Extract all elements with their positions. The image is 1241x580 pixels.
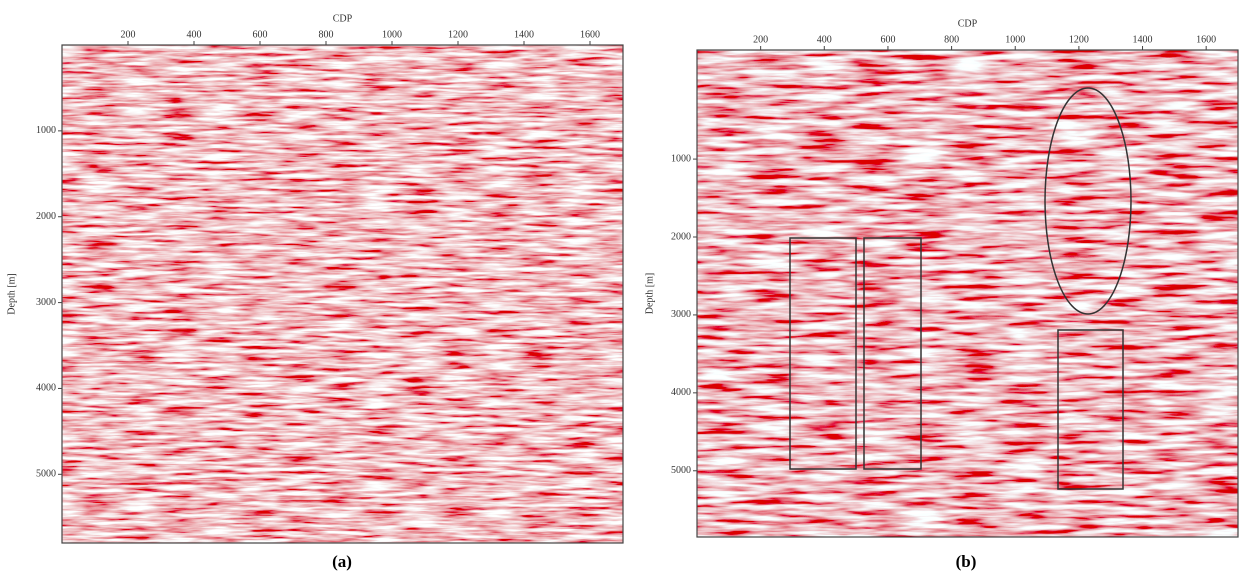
x-tick-label: 800 <box>319 29 334 40</box>
y-tick-label: 1000 <box>671 153 691 164</box>
x-tick-label: 600 <box>253 29 268 40</box>
x-tick-label: 1400 <box>514 29 534 40</box>
x-tick-label: 1000 <box>1005 34 1025 45</box>
y-tick-label: 5000 <box>36 469 56 480</box>
y-tick-label: 5000 <box>671 465 691 476</box>
y-tick-label: 3000 <box>671 309 691 320</box>
x-tick-label: 1000 <box>382 29 402 40</box>
figure: 200 400 600 800 1000 1200 1400 1600 1000 2000 3000… <box>0 0 1241 575</box>
x-tick-label: 400 <box>817 34 832 45</box>
panel-label: (a) <box>332 552 352 571</box>
y-tick-label: 1000 <box>36 125 56 136</box>
x-tick-label: 1200 <box>1069 34 1089 45</box>
panels: 200 400 600 800 1000 1200 1400 1600 1000 2000 3000… <box>6 13 1238 571</box>
x-tick-label: 1600 <box>1196 34 1216 45</box>
y-axis-label: Depth [m] <box>644 273 655 314</box>
x-axis-label: CDP <box>958 18 978 29</box>
x-tick-label: 1200 <box>448 29 468 40</box>
seismic-image <box>697 50 1238 537</box>
x-tick-label: 200 <box>121 29 136 40</box>
x-axis-label: CDP <box>333 13 353 24</box>
y-tick-label: 2000 <box>671 231 691 242</box>
y-tick-label: 4000 <box>36 383 56 394</box>
x-tick-label: 1600 <box>580 29 600 40</box>
x-tick-label: 600 <box>880 34 895 45</box>
x-tick-label: 200 <box>753 34 768 45</box>
panel-label: (b) <box>956 552 977 571</box>
x-tick-label: 1400 <box>1133 34 1153 45</box>
y-axis-label: Depth [m] <box>6 273 17 314</box>
x-tick-label: 400 <box>187 29 202 40</box>
y-tick-label: 2000 <box>36 211 56 222</box>
x-tick-label: 800 <box>944 34 959 45</box>
y-tick-label: 4000 <box>671 387 691 398</box>
seismic-image <box>62 45 623 543</box>
y-tick-label: 3000 <box>36 297 56 308</box>
